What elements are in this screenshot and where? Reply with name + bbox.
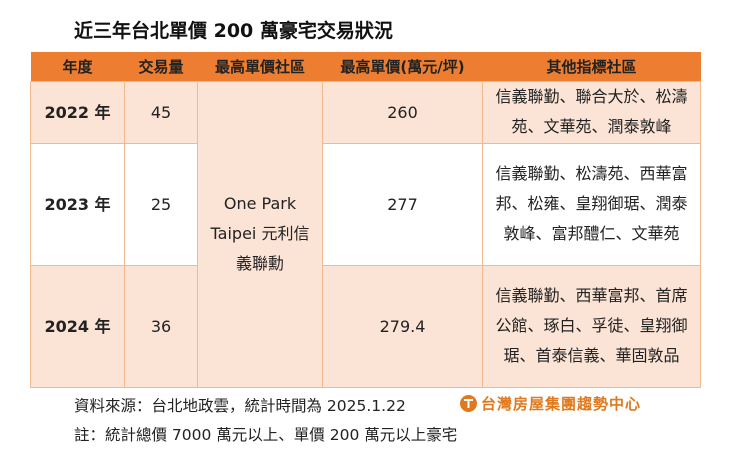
- header-other-communities: 其他指標社區: [482, 52, 701, 81]
- cell-top-price: 277: [322, 142, 483, 266]
- cell-year: 2024 年: [30, 264, 125, 388]
- header-top-price: 最高單價(萬元/坪): [322, 52, 483, 81]
- cell-top-price: 279.4: [322, 264, 483, 388]
- cell-volume: 45: [124, 80, 198, 144]
- data-source-note: 資料來源：台北地政雲，統計時間為 2025.1.22: [74, 397, 406, 415]
- cell-volume: 36: [124, 264, 198, 388]
- brand-logo: 台灣房屋集團趨勢中心: [460, 393, 641, 414]
- cell-volume: 25: [124, 142, 198, 266]
- cell-top-price: 260: [322, 80, 483, 144]
- cell-year: 2023 年: [30, 142, 125, 266]
- header-row: 年度 交易量 最高單價社區 最高單價(萬元/坪) 其他指標社區: [30, 52, 701, 81]
- cell-other-communities: 信義聯勤、西華富邦、首席公館、琢白、孚徒、皇翔御琚、首泰信義、華固敦品: [482, 264, 701, 388]
- cell-other-communities: 信義聯勤、松濤苑、西華富邦、松雍、皇翔御琚、潤泰敦峰、富邦醴仁、文華苑: [482, 142, 701, 266]
- header-volume: 交易量: [124, 52, 198, 81]
- luxury-transactions-table: 年度 交易量 最高單價社區 最高單價(萬元/坪) 其他指標社區 2022 年 4…: [30, 52, 701, 388]
- taiwan-realty-t-icon: [460, 395, 477, 412]
- cell-other-communities: 信義聯勤、聯合大於、松濤苑、文華苑、潤泰敦峰: [482, 80, 701, 144]
- header-year: 年度: [30, 52, 125, 81]
- brand-logo-text: 台灣房屋集團趨勢中心: [481, 395, 642, 413]
- table-title: 近三年台北單價 200 萬豪宅交易狀況: [74, 20, 393, 42]
- header-top-community: 最高單價社區: [197, 52, 323, 81]
- cell-top-community: One Park Taipei 元利信義聯勳: [197, 80, 323, 388]
- table-row: 2023 年 25 277 信義聯勤、松濤苑、西華富邦、松雍、皇翔御琚、潤泰敦峰…: [30, 142, 701, 266]
- cell-year: 2022 年: [30, 80, 125, 144]
- table-row: 2022 年 45 One Park Taipei 元利信義聯勳 260 信義聯…: [30, 80, 701, 388]
- footnote: 註：統計總價 7000 萬元以上、單價 200 萬元以上豪宅: [74, 426, 458, 444]
- table-row: 2024 年 36 279.4 信義聯勤、西華富邦、首席公館、琢白、孚徒、皇翔御…: [30, 264, 701, 388]
